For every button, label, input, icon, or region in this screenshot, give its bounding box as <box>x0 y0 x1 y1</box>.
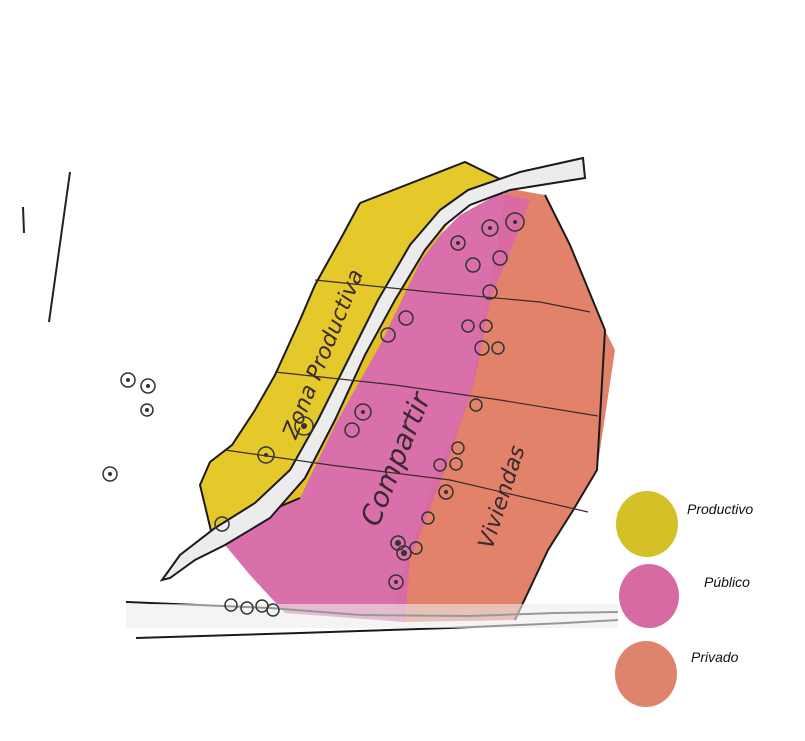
tree-icon <box>224 598 238 612</box>
tree-icon <box>482 284 498 300</box>
sketch-stroke-left <box>48 171 71 323</box>
tree-icon <box>120 372 136 388</box>
tree-dot <box>444 490 448 494</box>
road <box>159 156 587 582</box>
tree-icon <box>266 603 280 617</box>
zone-publico-fill <box>225 193 530 622</box>
tree-icon <box>421 511 435 525</box>
tree-icon <box>451 441 465 455</box>
tree-icon <box>398 310 414 326</box>
tree-icon <box>469 398 483 412</box>
tree-dot <box>264 453 268 457</box>
ground-strip <box>126 604 618 628</box>
tree-icon <box>491 341 505 355</box>
tree-dot <box>126 378 130 382</box>
tree-dot <box>146 384 150 388</box>
zone-productivo-outline <box>198 160 509 537</box>
tree-icon <box>240 601 254 615</box>
tree-icon <box>492 250 508 266</box>
tree-icon <box>102 466 118 482</box>
contour-line <box>274 371 599 417</box>
tree-icon <box>396 545 412 561</box>
legend-swatch-publico <box>619 564 679 628</box>
tree-icon <box>461 319 475 333</box>
tree-icon <box>433 458 447 472</box>
tree-icon <box>438 484 454 500</box>
tree-icon <box>214 516 230 532</box>
tree-dot <box>394 580 398 584</box>
tree-icon <box>481 219 499 237</box>
tree-icon <box>294 416 314 436</box>
tree-icon <box>257 446 275 464</box>
tree-icon <box>409 541 423 555</box>
tree-icon <box>388 574 404 590</box>
legend-swatch-privado <box>615 641 677 707</box>
sketch-stroke-left-small <box>22 206 25 234</box>
tree-icon <box>474 340 490 356</box>
tree-icon <box>465 257 481 273</box>
tree-dot <box>401 550 407 556</box>
tree-icon <box>450 235 466 251</box>
tree-markers <box>102 212 525 617</box>
legend-label-privado: Privado <box>691 649 739 665</box>
tree-dot <box>395 540 401 546</box>
tree-icon <box>140 378 156 394</box>
tree-centers <box>108 220 517 584</box>
tree-icon <box>505 212 525 232</box>
tree-dot <box>361 410 365 414</box>
tree-dot <box>513 220 517 224</box>
tree-dot <box>301 423 307 429</box>
tree-dot <box>488 226 492 230</box>
tree-dot <box>108 472 112 476</box>
zone-privado-outline <box>514 194 607 621</box>
tree-icon <box>479 319 493 333</box>
tree-icon <box>354 403 372 421</box>
legend-swatch-productivo <box>616 491 678 557</box>
tree-icon <box>449 457 463 471</box>
contour-line <box>224 449 589 513</box>
zone-privado-fill <box>395 188 615 622</box>
tree-dot <box>456 241 460 245</box>
legend-label-publico: Público <box>704 574 750 590</box>
tree-icon <box>380 327 396 343</box>
tree-dot <box>145 408 149 412</box>
tree-icon <box>344 422 360 438</box>
legend-label-productivo: Productivo <box>687 501 754 517</box>
tree-icon <box>140 403 154 417</box>
